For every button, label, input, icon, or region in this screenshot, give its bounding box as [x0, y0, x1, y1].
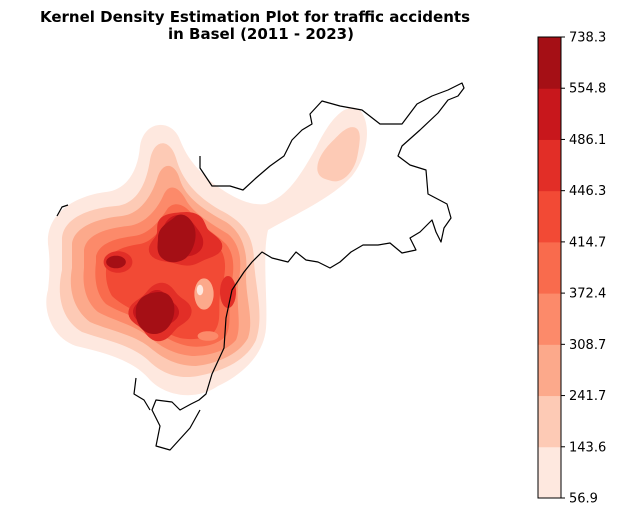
basel-boundary-outline	[151, 82, 465, 451]
chart-title-line-1: Kernel Density Estimation Plot for traff…	[40, 8, 470, 26]
colorbar-band-7	[538, 88, 561, 140]
colorbar-tick-label: 446.3	[569, 184, 606, 199]
chart-title-line-2: in Basel (2011 - 2023)	[168, 25, 354, 43]
colorbar-band-6	[538, 139, 561, 192]
basel-boundary-outline-west	[56, 204, 151, 411]
density-pocket-light-1	[194, 278, 214, 310]
colorbar-band-2	[538, 344, 561, 397]
density-peak-west	[106, 255, 126, 269]
colorbar: 56.9 143.6 241.7 308.7 372.4 414.7 446.3 486.1 5…	[537, 31, 606, 507]
colorbar-band-8	[538, 37, 561, 89]
colorbar-ticks: 56.9 143.6 241.7 308.7 372.4 414.7 446.3 486.1 5…	[561, 31, 606, 507]
density-pocket-light-2	[197, 331, 219, 341]
colorbar-tick-label: 414.7	[569, 235, 606, 250]
density-level-6-east	[220, 276, 236, 308]
density-peak-north	[157, 214, 196, 263]
colorbar-tick-label: 738.3	[569, 31, 606, 46]
density-level-1-northeast	[317, 127, 360, 182]
density-pocket-lighter	[196, 284, 204, 296]
colorbar-tick-label: 143.6	[569, 440, 606, 455]
density-contours	[46, 107, 367, 396]
colorbar-tick-label: 308.7	[569, 338, 606, 353]
colorbar-tick-label: 372.4	[569, 287, 606, 302]
colorbar-band-0	[538, 446, 561, 499]
colorbar-band-3	[538, 293, 561, 345]
colorbar-tick-label: 554.8	[569, 82, 606, 97]
colorbar-band-4	[538, 241, 561, 294]
colorbar-frame	[537, 36, 562, 499]
colorbar-tick-label: 486.1	[569, 133, 606, 148]
colorbar-tick-label: 241.7	[569, 389, 606, 404]
colorbar-band-5	[538, 190, 561, 243]
colorbar-band-1	[538, 395, 561, 448]
colorbar-tick-label: 56.9	[569, 492, 598, 507]
density-peak-south	[135, 292, 175, 334]
colorbar-bands	[538, 37, 561, 499]
